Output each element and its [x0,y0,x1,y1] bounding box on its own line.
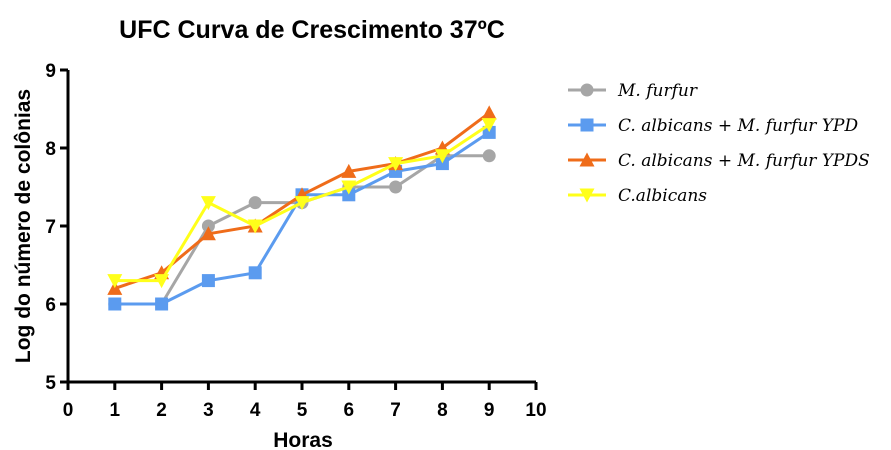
data-point [201,274,215,288]
data-point [200,196,216,211]
data-point [200,226,216,241]
x-tick-label: 9 [484,400,495,421]
data-point [342,188,356,202]
legend-item: M. furfur [568,81,698,101]
legend-marker [579,152,595,167]
y-tick-label: 9 [45,61,56,82]
legend-item: C. albicans + M. furfur YPD [568,116,858,136]
x-tick-label: 4 [250,400,261,421]
axes: 0 1 2 3 4 5 6 7 8 9 10 5 6 7 8 9 [45,61,546,421]
x-tick-label: 3 [203,400,214,421]
x-tick-label: 0 [63,400,74,421]
legend-marker [580,118,594,132]
y-tick-label: 5 [45,373,56,394]
chart-title: UFC Curva de Crescimento 37ºC [119,16,505,44]
y-tick-label: 7 [45,217,56,238]
data-point [107,274,123,289]
series-1 [108,149,496,311]
data-point [482,149,496,163]
x-tick-label: 10 [525,400,546,421]
series-line [114,154,490,306]
y-tick-label: 6 [45,295,56,316]
data-point [388,157,404,172]
legend-marker [579,188,595,203]
data-point [248,196,262,210]
legend-item: C.albicans [568,186,707,206]
x-tick-label: 6 [344,400,355,421]
data-point [341,180,357,195]
data-point [481,118,497,133]
x-tick-label: 5 [297,400,308,421]
y-tick-label: 8 [45,139,56,160]
data-point [341,163,357,178]
x-tick-label: 1 [110,400,121,421]
legend-label: C. albicans + M. furfur YPDS [618,151,870,171]
data-point [434,149,450,164]
legend-marker [580,83,594,97]
series-4 [107,118,497,289]
data-point [108,297,122,311]
data-point [248,266,262,280]
legend-label: M. furfur [617,81,698,101]
legend-label: C.albicans [618,186,707,206]
data-point [481,105,497,120]
x-tick-label: 8 [437,400,448,421]
plot-area [107,105,497,311]
data-point [154,274,170,289]
legend-item: C. albicans + M. furfur YPDS [568,151,870,171]
x-tick-label: 7 [390,400,401,421]
data-point [247,219,263,234]
data-point [389,180,403,194]
x-axis-label: Horas [273,429,333,450]
x-tick-label: 2 [156,400,167,421]
data-point [294,196,310,211]
data-point [435,157,449,171]
data-point [201,219,215,233]
y-axis-label: Log do número de colônias [12,89,35,363]
legend-label: C. albicans + M. furfur YPD [618,116,858,136]
legend: M. furfur C. albicans + M. furfur YPD C. a… [568,81,870,206]
data-point [482,125,496,139]
data-point [155,297,169,311]
